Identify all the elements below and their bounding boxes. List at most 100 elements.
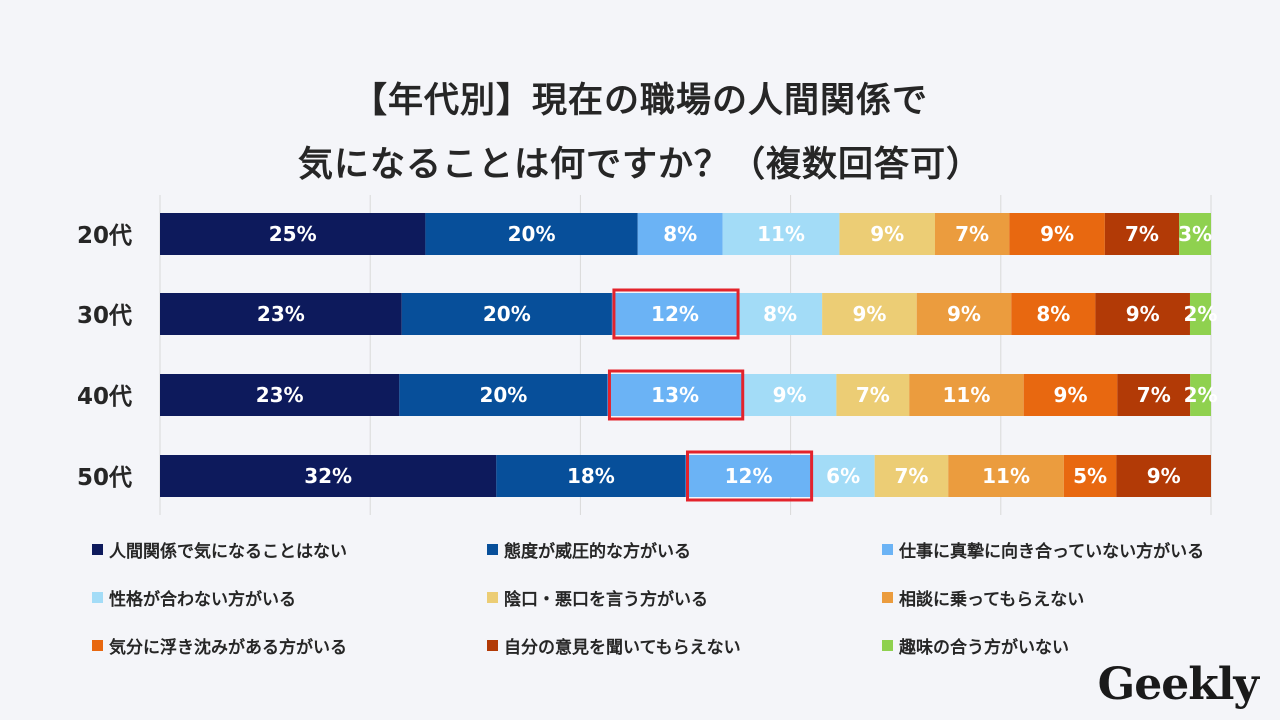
legend-swatch bbox=[882, 592, 893, 603]
bar-segment bbox=[1190, 374, 1211, 416]
data-label: 23% bbox=[257, 302, 305, 326]
data-label: 9% bbox=[773, 383, 807, 407]
data-label: 12% bbox=[651, 302, 699, 326]
bar-segment bbox=[496, 455, 686, 497]
legend-swatch bbox=[882, 640, 893, 651]
category-label: 40代 bbox=[77, 384, 132, 410]
data-label: 20% bbox=[479, 383, 527, 407]
data-label: 11% bbox=[982, 464, 1030, 488]
data-label: 11% bbox=[757, 222, 805, 246]
data-label: 6% bbox=[826, 464, 860, 488]
bar-segment bbox=[160, 455, 497, 497]
bar-segment bbox=[160, 293, 402, 335]
legend-item: 陰口・悪口を言う方がいる bbox=[487, 585, 708, 610]
legend-item: 相談に乗ってもらえない bbox=[882, 585, 1084, 610]
data-label: 7% bbox=[1137, 383, 1171, 407]
stacked-bar-chart: 20代 25% 20% 8% 11% 9% 7% 9% 7% 3% 30代 23% 20% 12% 8% 9%… bbox=[77, 195, 1218, 515]
legend-item: 人間関係で気になることはない bbox=[92, 537, 347, 562]
bar-segment bbox=[909, 374, 1024, 416]
data-label: 20% bbox=[483, 302, 531, 326]
bar-segment bbox=[738, 293, 823, 335]
data-label: 3% bbox=[1178, 222, 1212, 246]
legend-label: 陰口・悪口を言う方がいる bbox=[504, 590, 708, 610]
legend-item: 性格が合わない方がいる bbox=[92, 585, 296, 610]
category-label: 50代 bbox=[77, 465, 132, 491]
data-label: 9% bbox=[1126, 302, 1160, 326]
data-label: 8% bbox=[663, 222, 697, 246]
bar-segment bbox=[1104, 213, 1180, 255]
highlight-box bbox=[607, 369, 745, 421]
category-label: 20代 bbox=[77, 223, 132, 249]
legend-label: 態度が威圧的な方がいる bbox=[504, 542, 691, 562]
bar-segment bbox=[425, 213, 638, 255]
data-label: 8% bbox=[1036, 302, 1070, 326]
bar-segment bbox=[934, 213, 1010, 255]
bar-segment bbox=[1023, 374, 1118, 416]
legend-swatch bbox=[487, 640, 498, 651]
data-label: 2% bbox=[1184, 383, 1218, 407]
bar-segment bbox=[399, 374, 608, 416]
legend-label: 自分の意見を聞いてもらえない bbox=[504, 638, 741, 658]
data-label: 9% bbox=[852, 302, 886, 326]
bar-segment bbox=[685, 455, 812, 497]
bar-segment bbox=[874, 455, 949, 497]
bar-segment bbox=[607, 374, 743, 416]
legend-label: 相談に乗ってもらえない bbox=[899, 590, 1085, 610]
highlight-box bbox=[612, 288, 740, 340]
legend-label: 人間関係で気になることはない bbox=[109, 542, 347, 562]
data-label: 23% bbox=[256, 383, 304, 407]
legend-label: 気分に浮き沈みがある方がいる bbox=[109, 638, 347, 658]
data-label: 9% bbox=[1040, 222, 1074, 246]
bar-segment bbox=[611, 293, 739, 335]
category-label: 30代 bbox=[77, 303, 132, 329]
legend-item: 仕事に真摯に向き合っていない方がいる bbox=[882, 537, 1204, 562]
bar-segment bbox=[822, 293, 917, 335]
data-label: 2% bbox=[1184, 302, 1218, 326]
data-label: 7% bbox=[856, 383, 890, 407]
data-label: 9% bbox=[1147, 464, 1181, 488]
bar-segment bbox=[836, 374, 910, 416]
data-label: 13% bbox=[651, 383, 699, 407]
data-label: 18% bbox=[567, 464, 615, 488]
legend-item: 趣味の合う方がいない bbox=[882, 633, 1069, 658]
legend-swatch bbox=[487, 592, 498, 603]
legend-item: 自分の意見を聞いてもらえない bbox=[487, 633, 741, 658]
bar-segment bbox=[160, 374, 400, 416]
bar-segment bbox=[1011, 293, 1096, 335]
data-label: 7% bbox=[894, 464, 928, 488]
data-label: 12% bbox=[725, 464, 773, 488]
legend-item: 態度が威圧的な方がいる bbox=[487, 537, 691, 562]
legend-label: 趣味の合う方がいない bbox=[899, 638, 1069, 658]
data-label: 9% bbox=[1054, 383, 1088, 407]
bar-segment bbox=[1116, 455, 1211, 497]
data-label: 5% bbox=[1073, 464, 1107, 488]
bar-segment bbox=[1117, 374, 1191, 416]
chart-title-line-2: 気になることは何ですか？（複数回答可） bbox=[297, 145, 982, 185]
legend-swatch bbox=[487, 544, 498, 555]
data-label: 25% bbox=[269, 222, 317, 246]
bar-segment bbox=[1009, 213, 1105, 255]
bar-segment bbox=[722, 213, 840, 255]
data-label: 9% bbox=[947, 302, 981, 326]
bar-segment bbox=[839, 213, 935, 255]
legend-swatch bbox=[92, 640, 103, 651]
legend-label: 仕事に真摯に向き合っていない方がいる bbox=[899, 542, 1205, 562]
data-label: 11% bbox=[943, 383, 991, 407]
highlight-box bbox=[686, 450, 814, 502]
bar-segment bbox=[1189, 293, 1211, 335]
bar-segment bbox=[742, 374, 837, 416]
legend-swatch bbox=[92, 544, 103, 555]
legend-label: 性格が合わない方がいる bbox=[109, 590, 296, 610]
legend-swatch bbox=[882, 544, 893, 555]
bar-segment bbox=[1095, 293, 1190, 335]
geekly-logo: Geekly bbox=[1097, 659, 1259, 710]
bar-segment bbox=[1179, 213, 1211, 255]
legend-swatch bbox=[92, 592, 103, 603]
bar-segment bbox=[811, 455, 875, 497]
bar-segment bbox=[1063, 455, 1117, 497]
bar-segment bbox=[637, 213, 723, 255]
data-label: 9% bbox=[870, 222, 904, 246]
bar-segment bbox=[401, 293, 612, 335]
data-label: 32% bbox=[304, 464, 352, 488]
bar-segment bbox=[948, 455, 1064, 497]
